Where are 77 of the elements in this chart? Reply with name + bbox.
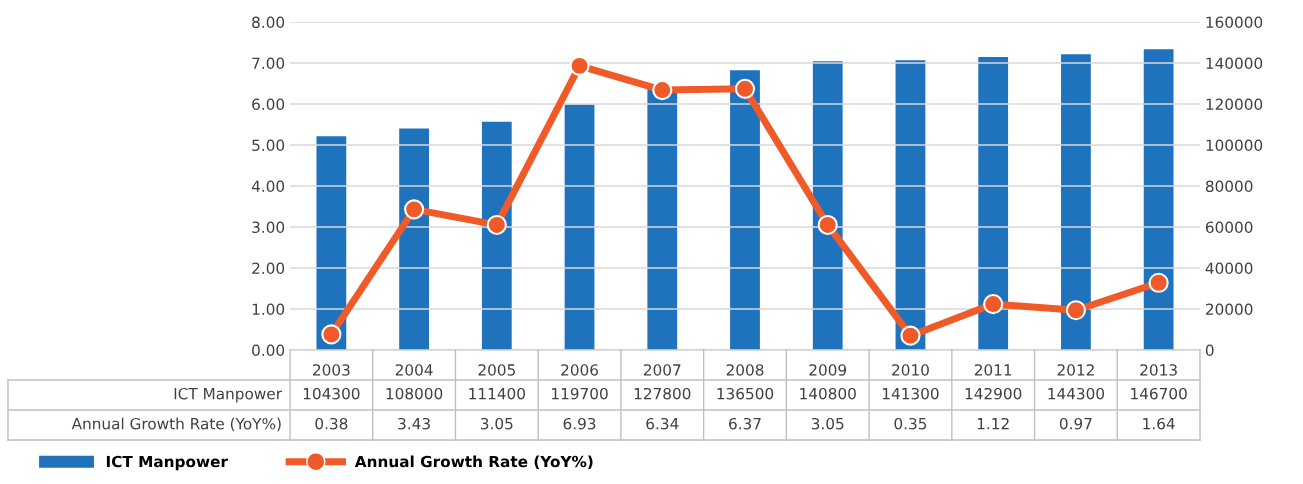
y2-tick-label: 120000 <box>1206 98 1263 111</box>
bar <box>1061 54 1091 350</box>
bar <box>1143 49 1174 350</box>
bar <box>564 104 595 350</box>
bar <box>978 57 1009 350</box>
text: Annual Growth Rate (YoY%) <box>71 417 281 432</box>
y2-tick-label: 0 <box>1205 344 1214 357</box>
point <box>1148 272 1169 293</box>
bar <box>895 60 926 350</box>
y-tick-label: 1.00 <box>252 303 285 316</box>
data-label: 0.35 <box>894 417 927 430</box>
x-tick-label: 2008 <box>726 364 764 376</box>
y-tick-label: 5.00 <box>252 139 285 152</box>
point <box>486 214 507 236</box>
point <box>652 79 673 101</box>
point <box>734 78 756 99</box>
point <box>900 325 921 346</box>
y-tick-label: 8.00 <box>252 16 285 29</box>
point <box>817 214 838 236</box>
bar <box>812 61 843 350</box>
x-tick-label: 2009 <box>809 364 847 376</box>
x-tick-label: 2011 <box>974 364 1012 376</box>
data-label: 140800 <box>800 387 856 400</box>
y2-tick-label: 40000 <box>1205 262 1253 275</box>
y-tick-label: 0.00 <box>252 344 285 357</box>
data-label: 3.43 <box>398 417 430 430</box>
point <box>321 324 342 345</box>
y2-tick-label: 20000 <box>1205 303 1253 316</box>
y2-tick-label: 100000 <box>1206 139 1263 152</box>
x-tick-label: 2006 <box>561 364 599 376</box>
data-label: 0.97 <box>1059 417 1092 430</box>
data-label: 111400 <box>469 387 525 400</box>
data-label: 119700 <box>552 387 608 400</box>
text: ICT Manpower <box>174 387 282 403</box>
y-tick-label: 3.00 <box>252 221 285 234</box>
y2-tick-label: 160000 <box>1206 16 1263 29</box>
x-tick-label: 2004 <box>395 364 433 376</box>
legend-label: ICT Manpower <box>106 455 228 471</box>
bar <box>730 70 760 350</box>
data-label: 0.38 <box>315 417 348 430</box>
data-label: 142900 <box>965 387 1022 400</box>
x-tick-label: 2007 <box>643 364 681 376</box>
data-label: 136500 <box>717 387 774 400</box>
data-label: 6.93 <box>563 417 596 430</box>
point <box>404 199 425 220</box>
data-label: 146700 <box>1131 387 1187 400</box>
point <box>569 55 590 76</box>
data-label: 108000 <box>386 387 443 400</box>
bar <box>399 128 429 350</box>
data-label: 144300 <box>1048 387 1105 400</box>
data-label: 3.05 <box>480 417 513 430</box>
data-label: 104300 <box>303 387 360 400</box>
legend-label: Annual Growth Rate (YoY%) <box>354 455 593 470</box>
point <box>1065 300 1086 321</box>
data-label: 6.34 <box>646 417 679 430</box>
y-tick-label: 7.00 <box>252 57 285 70</box>
data-label: 1.64 <box>1143 417 1175 430</box>
x-tick-label: 2010 <box>892 364 929 376</box>
x-tick-label: 2012 <box>1057 364 1094 376</box>
y2-tick-label: 140000 <box>1206 57 1263 70</box>
x-tick-label: 2003 <box>313 364 350 376</box>
point <box>983 294 1004 315</box>
data-label: 1.12 <box>977 417 1009 430</box>
bar <box>481 121 512 350</box>
y-tick-label: 4.00 <box>251 180 285 193</box>
data-label: 6.37 <box>729 417 761 430</box>
y2-tick-label: 60000 <box>1205 221 1253 234</box>
y-tick-label: 2.00 <box>252 262 285 275</box>
data-label: 127800 <box>634 387 691 400</box>
y-tick-label: 6.00 <box>252 98 285 111</box>
x-tick-label: 2013 <box>1140 364 1177 376</box>
data-label: 3.05 <box>811 417 844 430</box>
data-label: 141300 <box>882 387 939 400</box>
bar <box>316 136 347 350</box>
x-tick-label: 2005 <box>478 364 515 376</box>
y2-tick-label: 80000 <box>1205 180 1253 193</box>
bar <box>647 88 678 350</box>
